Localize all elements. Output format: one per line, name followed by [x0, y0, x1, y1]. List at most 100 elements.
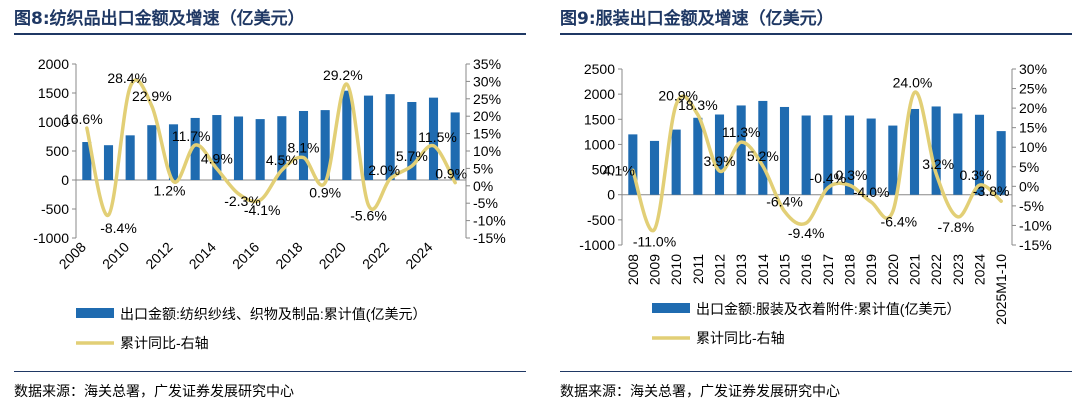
- bar: [212, 115, 222, 180]
- x-tick-label: 2016: [229, 239, 262, 272]
- right-axis-tick-label: 5%: [1019, 159, 1039, 175]
- data-label: -8.4%: [100, 220, 137, 236]
- bar: [255, 119, 265, 180]
- yoy-line: [631, 90, 1003, 233]
- bar: [714, 114, 725, 195]
- right-axis-tick-label: -15%: [473, 230, 506, 246]
- right-axis-tick-label: -15%: [1019, 237, 1052, 253]
- data-label: 4.5%: [266, 152, 298, 168]
- x-tick-label: 2010: [99, 239, 132, 272]
- source-rule: [560, 371, 1072, 372]
- data-label: 24.0%: [893, 74, 933, 90]
- bar: [233, 116, 244, 180]
- title-rule: [14, 33, 526, 35]
- x-tick-label: 2022: [359, 239, 392, 272]
- data-label: 4.9%: [201, 151, 233, 167]
- legend-label: 出口金额:服装及衣着附件:累计值(亿美元）: [696, 301, 960, 317]
- figure-title: 图9:服装出口金额及增速（亿美元）: [560, 4, 834, 29]
- bar: [996, 131, 1006, 195]
- x-tick-label: 2016: [798, 254, 814, 285]
- data-label: -2.3%: [224, 193, 261, 209]
- left-axis-tick-label: 2500: [584, 61, 615, 77]
- right-axis-tick-label: -10%: [473, 213, 506, 229]
- bar: [953, 113, 963, 195]
- data-label: 22.9%: [132, 88, 172, 104]
- data-label: -6.4%: [766, 193, 803, 209]
- data-label: 0.9%: [309, 185, 341, 201]
- bar: [866, 118, 876, 195]
- left-axis-tick-label: 500: [592, 162, 616, 178]
- title-rule: [560, 33, 1072, 35]
- x-tick-label: 2014: [186, 239, 219, 272]
- right-axis-tick-label: 25%: [473, 91, 501, 107]
- data-label: 20.9%: [658, 88, 698, 104]
- bar: [385, 94, 395, 180]
- data-label: 0.3%: [960, 167, 992, 183]
- bar: [298, 110, 309, 180]
- x-tick-label: 2010: [668, 254, 684, 285]
- right-axis-tick-label: 20%: [473, 108, 501, 124]
- right-axis-tick-label: -5%: [1019, 198, 1044, 214]
- x-tick-label: 2018: [842, 254, 858, 285]
- legend-label: 累计同比-右轴: [120, 335, 209, 351]
- figure-9-panel: 图9:服装出口金额及增速（亿美元） -1000 -500 0 500 1000 1500 2…: [560, 0, 1080, 417]
- bar: [628, 134, 638, 195]
- data-label: -7.8%: [938, 219, 975, 235]
- data-label: 3.2%: [922, 156, 954, 172]
- bar: [844, 115, 855, 195]
- x-tick-label: 2008: [625, 254, 641, 285]
- bar: [147, 125, 157, 180]
- left-axis-tick-label: 2000: [584, 86, 615, 102]
- left-axis-tick-label: 1500: [584, 111, 615, 127]
- right-axis-tick-label: 0%: [1019, 178, 1039, 194]
- left-axis-tick-label: 0: [61, 172, 69, 188]
- data-label: 11.5%: [418, 129, 457, 145]
- left-axis-tick-label: 1500: [38, 85, 69, 101]
- x-tick-label: 2017: [820, 254, 836, 285]
- textile-export-chart: -1000 -500 0 500 1000 1500 2000 -15%-10% -5%0% 5%…: [33, 56, 506, 351]
- right-axis-tick-label: 15%: [473, 126, 501, 142]
- data-label: -4.0%: [853, 184, 890, 200]
- left-axis-tick-label: 500: [46, 143, 70, 159]
- bar: [779, 106, 790, 195]
- data-label: 3.9%: [704, 153, 736, 169]
- left-axis-tick-label: -1000: [33, 230, 69, 246]
- bar: [450, 112, 460, 180]
- x-tick-label: 2014: [755, 254, 771, 285]
- x-tick-label: 2019: [863, 254, 879, 285]
- left-axis-tick-label: -1000: [579, 237, 615, 253]
- bar: [277, 116, 287, 180]
- data-label: 28.4%: [107, 70, 147, 86]
- bar: [320, 110, 330, 180]
- bar: [823, 115, 833, 195]
- legend-label: 出口金额:纺织纱线、织物及制品:累计值(亿美元）: [120, 306, 426, 322]
- right-axis-tick-label: 0%: [473, 178, 493, 194]
- bar: [342, 90, 352, 180]
- figure-label: 图8:: [14, 9, 50, 29]
- data-label: 8.1%: [288, 140, 320, 156]
- right-axis-tick-label: 5%: [473, 160, 493, 176]
- data-label: 16.6%: [63, 111, 103, 127]
- source-note: 数据来源：海关总署，广发证券发展研究中心: [14, 384, 294, 400]
- figure-title: 图8:纺织品出口金额及增速（亿美元）: [14, 4, 305, 29]
- source-note: 数据来源：海关总署，广发证券发展研究中心: [560, 384, 840, 400]
- x-tick-label: 2021: [907, 254, 923, 285]
- right-axis-tick-label: 25%: [1019, 81, 1047, 97]
- bar: [888, 125, 898, 195]
- x-tick-label: 2018: [272, 239, 305, 272]
- x-tick-label: 2020: [316, 239, 349, 272]
- right-axis-tick-label: 10%: [1019, 139, 1047, 155]
- data-label: -5.6%: [350, 207, 387, 223]
- bar: [649, 140, 660, 195]
- data-label: -6.4%: [881, 213, 918, 229]
- figure-8-panel: 图8:纺织品出口金额及增速（亿美元） -1000 -500 0 500 1000 1500…: [14, 0, 534, 417]
- bar: [168, 124, 179, 180]
- x-tick-label: 2022: [928, 254, 944, 285]
- data-label: 11.3%: [722, 124, 761, 140]
- bar: [82, 142, 92, 180]
- data-label: 11.7%: [172, 128, 211, 144]
- bar: [363, 95, 374, 180]
- right-axis-tick-label: 30%: [473, 73, 501, 89]
- x-tick-label: 2015: [777, 254, 793, 285]
- bar: [801, 115, 811, 195]
